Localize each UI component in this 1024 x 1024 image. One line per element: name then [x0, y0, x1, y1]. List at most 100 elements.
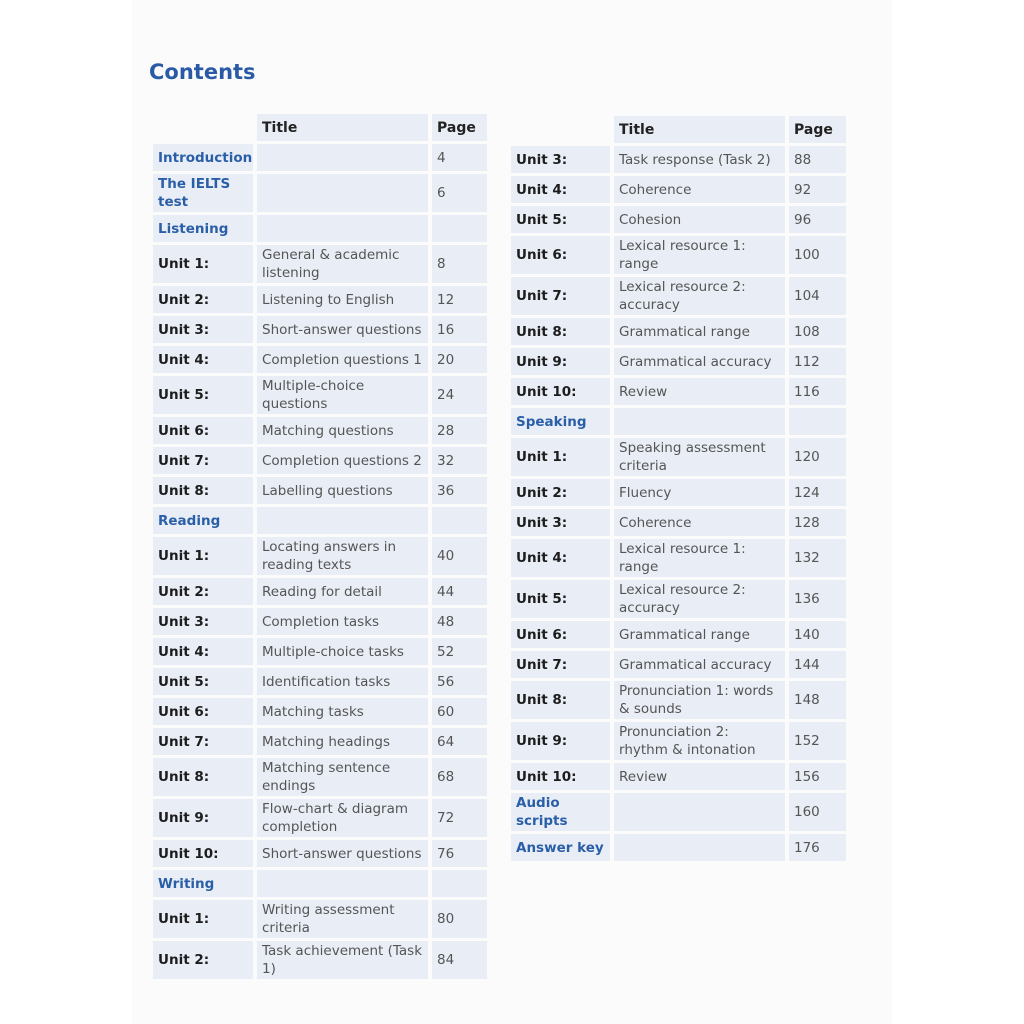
entry-label: Listening [153, 215, 253, 242]
entry-label: Unit 8: [511, 681, 610, 719]
entry-page: 6 [432, 174, 487, 212]
entry-label: Unit 6: [153, 417, 253, 444]
entry-title: Completion tasks [257, 608, 428, 635]
entry-title: Writing assessment criteria [257, 900, 428, 938]
entry-label: Unit 7: [511, 651, 610, 678]
entry-page: 64 [432, 728, 487, 755]
entry-label: Unit 5: [153, 376, 253, 414]
entry-title: Task achievement (Task 1) [257, 941, 428, 979]
entry-page: 132 [789, 539, 846, 577]
entry-title [257, 174, 428, 212]
entry-title: Lexical resource 2: accuracy [614, 277, 785, 315]
entry-title: Matching tasks [257, 698, 428, 725]
entry-page: 28 [432, 417, 487, 444]
entry-label: Unit 1: [153, 537, 253, 575]
entry-page: 136 [789, 580, 846, 618]
contents-table-right: Title Page Unit 3: Task response (Task 2)… [511, 116, 846, 861]
entry-page: 44 [432, 578, 487, 605]
entry-label: Unit 10: [153, 840, 253, 867]
entry-title: Lexical resource 2: accuracy [614, 580, 785, 618]
entry-page [432, 215, 487, 242]
entry-title [614, 408, 785, 435]
entry-page: 72 [432, 799, 487, 837]
entry-page: 104 [789, 277, 846, 315]
entry-label: Unit 2: [153, 578, 253, 605]
entry-title: Completion questions 2 [257, 447, 428, 474]
entry-title: Labelling questions [257, 477, 428, 504]
entry-title: Reading for detail [257, 578, 428, 605]
entry-label: Unit 7: [511, 277, 610, 315]
entry-page: 16 [432, 316, 487, 343]
entry-label: Unit 4: [153, 638, 253, 665]
entry-page: 32 [432, 447, 487, 474]
entry-title [614, 793, 785, 831]
column-header-page: Page [432, 114, 487, 141]
entry-title: Task response (Task 2) [614, 146, 785, 173]
entry-label: Unit 2: [153, 941, 253, 979]
entry-page: 20 [432, 346, 487, 373]
entry-page: 52 [432, 638, 487, 665]
entry-title: Grammatical range [614, 621, 785, 648]
entry-label: Unit 6: [153, 698, 253, 725]
entry-page: 108 [789, 318, 846, 345]
entry-label: Unit 3: [511, 509, 610, 536]
entry-label: Unit 8: [153, 758, 253, 796]
entry-page: 12 [432, 286, 487, 313]
entry-label: Unit 1: [511, 438, 610, 476]
entry-page [789, 408, 846, 435]
entry-label: Introduction [153, 144, 253, 171]
entry-page: 128 [789, 509, 846, 536]
entry-label: Unit 5: [153, 668, 253, 695]
entry-label: Unit 2: [153, 286, 253, 313]
entry-label: Unit 1: [153, 900, 253, 938]
entry-label: Answer key [511, 834, 610, 861]
entry-page: 96 [789, 206, 846, 233]
column-header-title: Title [614, 116, 785, 143]
entry-page: 56 [432, 668, 487, 695]
entry-label: Reading [153, 507, 253, 534]
entry-title: Short-answer questions [257, 840, 428, 867]
entry-title: Lexical resource 1: range [614, 236, 785, 274]
entry-title: Locating answers in reading texts [257, 537, 428, 575]
entry-label: Unit 5: [511, 206, 610, 233]
entry-title: Speaking assessment criteria [614, 438, 785, 476]
entry-label: Unit 6: [511, 621, 610, 648]
entry-label: Speaking [511, 408, 610, 435]
entry-page: 84 [432, 941, 487, 979]
entry-page: 4 [432, 144, 487, 171]
entry-page: 176 [789, 834, 846, 861]
entry-title: Grammatical accuracy [614, 348, 785, 375]
entry-page: 24 [432, 376, 487, 414]
entry-page [432, 507, 487, 534]
entry-label: Unit 1: [153, 245, 253, 283]
entry-page: 40 [432, 537, 487, 575]
entry-page: 116 [789, 378, 846, 405]
entry-title [257, 507, 428, 534]
entry-label: Unit 6: [511, 236, 610, 274]
entry-label: Unit 3: [153, 608, 253, 635]
entry-label: Unit 10: [511, 378, 610, 405]
entry-label: Unit 8: [153, 477, 253, 504]
entry-title: Flow-chart & diagram completion [257, 799, 428, 837]
entry-title: Pronunciation 2: rhythm & intonation [614, 722, 785, 760]
column-header-page: Page [789, 116, 846, 143]
entry-title: Matching questions [257, 417, 428, 444]
entry-label: Unit 10: [511, 763, 610, 790]
entry-label: Unit 7: [153, 447, 253, 474]
entry-title: Identification tasks [257, 668, 428, 695]
entry-page: 48 [432, 608, 487, 635]
entry-title: Multiple-choice tasks [257, 638, 428, 665]
entry-title [257, 870, 428, 897]
entry-page: 92 [789, 176, 846, 203]
entry-title: General & academic listening [257, 245, 428, 283]
entry-title: Short-answer questions [257, 316, 428, 343]
entry-label: Unit 5: [511, 580, 610, 618]
entry-label: Unit 4: [511, 539, 610, 577]
entry-title: Completion questions 1 [257, 346, 428, 373]
entry-page: 160 [789, 793, 846, 831]
entry-page: 144 [789, 651, 846, 678]
entry-title: Matching headings [257, 728, 428, 755]
entry-title [257, 215, 428, 242]
entry-label: Unit 9: [511, 722, 610, 760]
entry-title: Cohesion [614, 206, 785, 233]
